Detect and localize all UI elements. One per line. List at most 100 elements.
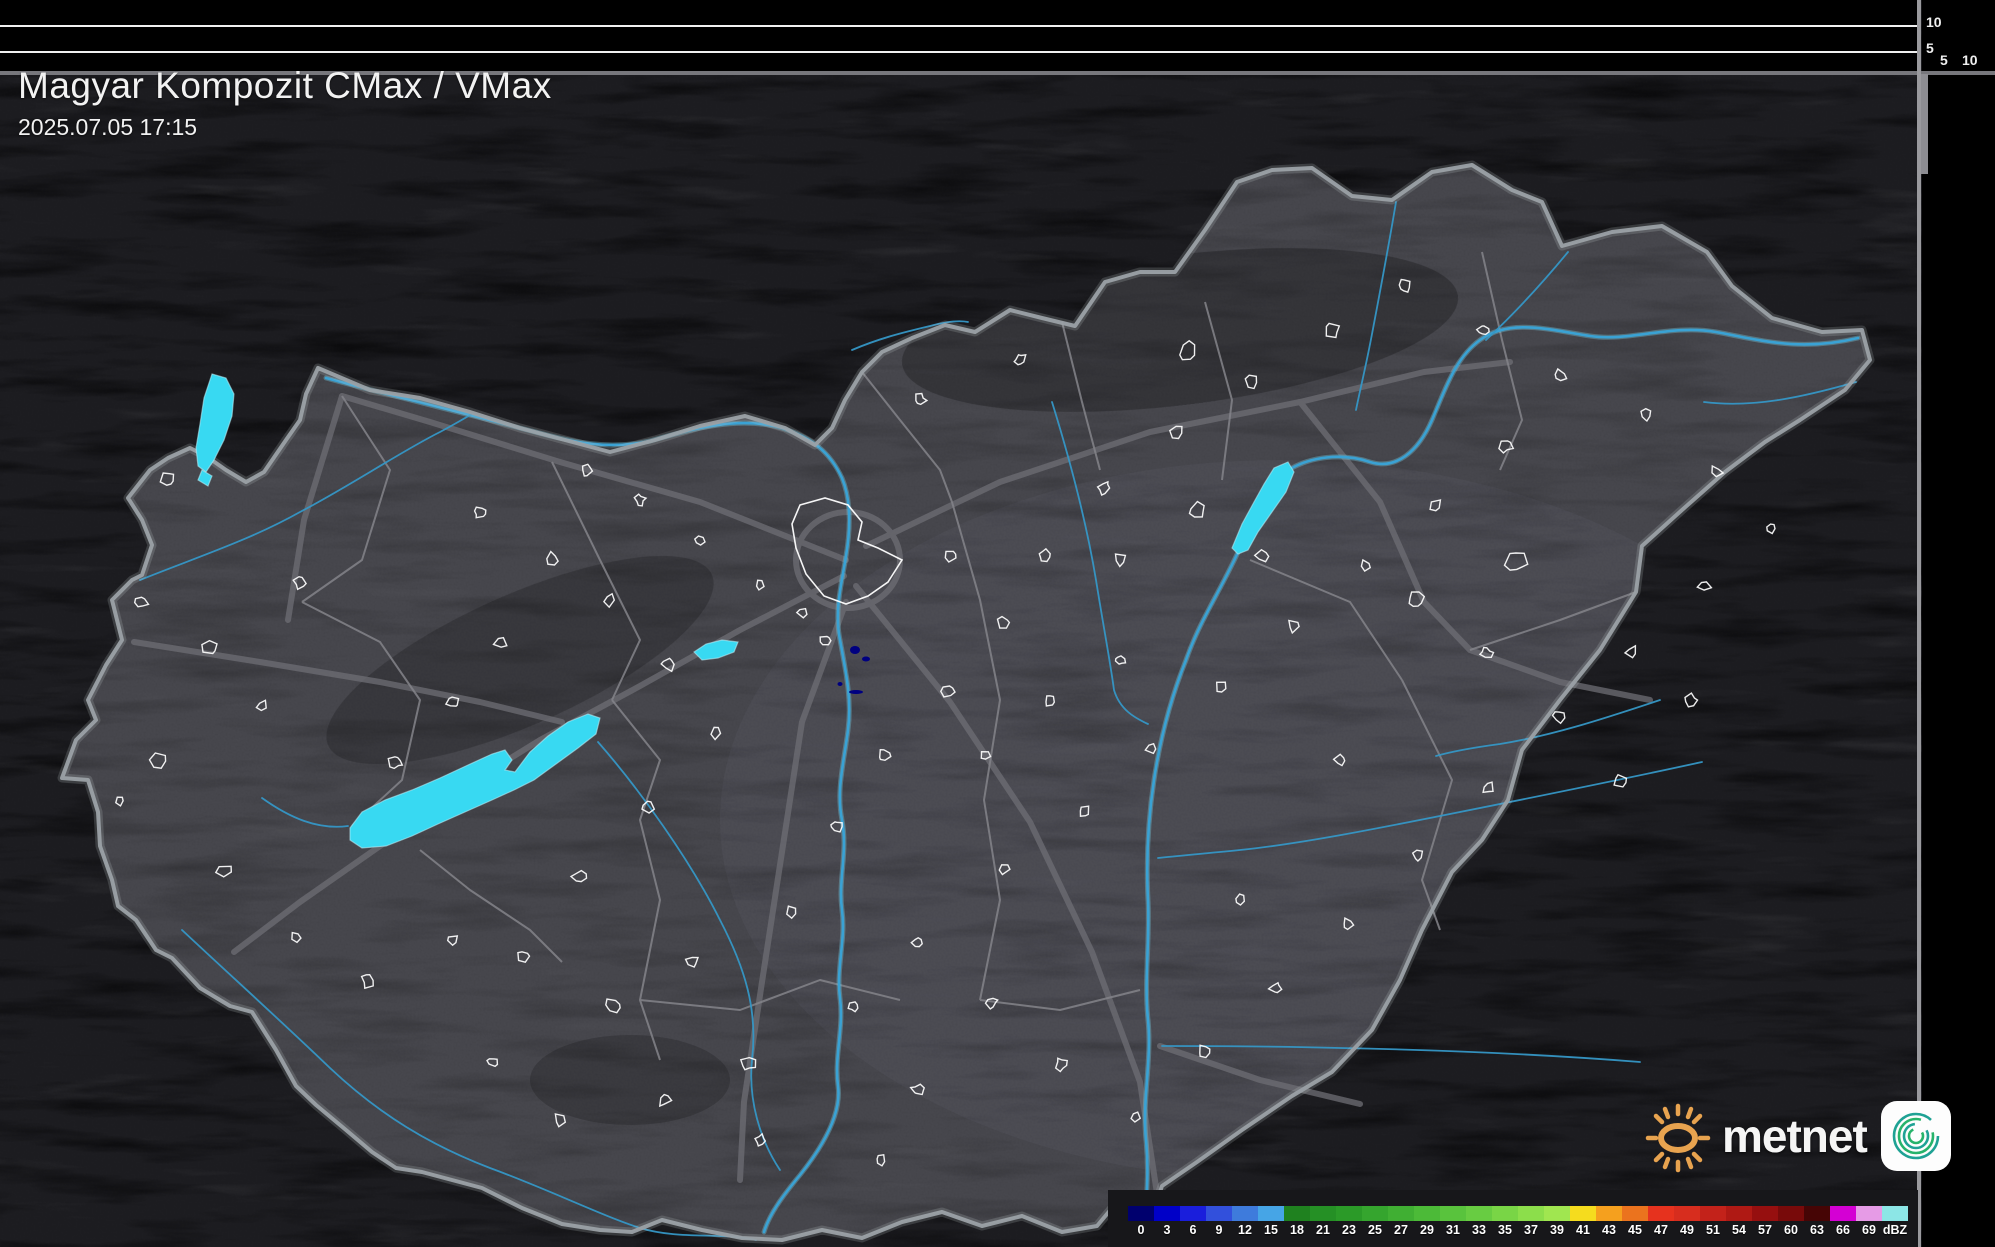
settlement-outline [1253, 548, 1270, 563]
legend-swatch-18 [1284, 1206, 1310, 1221]
road-west [285, 393, 345, 623]
legend-label-0: 0 [1137, 1223, 1145, 1237]
legend-label-31: 31 [1446, 1223, 1460, 1237]
settlement-outline [1325, 322, 1341, 339]
legend-swatch-35 [1492, 1206, 1518, 1221]
settlement-outline [1179, 339, 1196, 361]
settlement-outline [1613, 773, 1628, 788]
radar-echo-weak [850, 646, 860, 654]
road-m1 [339, 393, 849, 563]
lake-ferto [195, 373, 235, 473]
legend-swatch-0 [1128, 1206, 1154, 1221]
legend-label-49: 49 [1680, 1223, 1694, 1237]
settlement-outline [996, 615, 1011, 629]
radar-echo-weak [862, 656, 870, 662]
settlement-outline [633, 493, 648, 507]
map-timestamp: 2025.07.05 17:15 [18, 113, 198, 140]
legend-label-3: 3 [1163, 1223, 1171, 1237]
legend-swatch-41 [1570, 1206, 1596, 1221]
settlement-outline [795, 607, 808, 619]
settlement-outline [1244, 374, 1258, 390]
panel-divider [1917, 0, 1921, 1247]
settlement-outline [1215, 681, 1227, 693]
settlement-outline [605, 998, 621, 1014]
settlement-outline [603, 592, 616, 609]
settlement-outline [1045, 695, 1056, 707]
settlement-outline [360, 973, 374, 990]
legend-swatch-33 [1466, 1206, 1492, 1221]
settlement-outline [1696, 581, 1713, 591]
legend-swatch-45 [1622, 1206, 1648, 1221]
settlement-outline [1130, 1111, 1142, 1123]
settlement-outline [755, 579, 765, 591]
settlement-outline [940, 685, 956, 698]
settlement-outline [1096, 480, 1111, 496]
river-szamos [1703, 381, 1857, 405]
settlement-outline [1475, 325, 1490, 336]
legend-swatch-15 [1258, 1206, 1284, 1221]
road-network [131, 359, 1653, 1203]
scrollbar-thumb[interactable] [1921, 74, 1928, 174]
legend-swatch-3 [1154, 1206, 1180, 1221]
legend-swatch-60 [1778, 1206, 1804, 1221]
settlement-outline [1551, 711, 1566, 725]
settlement-outline [1429, 499, 1442, 512]
legend-swatch-47 [1648, 1206, 1674, 1221]
settlement-outline [1343, 917, 1355, 931]
legend-label-dBZ: dBZ [1882, 1223, 1908, 1237]
title-block: Magyar Kompozit CMax / VMax 2025.07.05 1… [18, 65, 552, 141]
legend-label-25: 25 [1368, 1223, 1382, 1237]
river-zagyva [1051, 401, 1149, 725]
settlement-outline [944, 550, 957, 563]
legend-swatch-57 [1752, 1206, 1778, 1221]
legend-swatch-9 [1206, 1206, 1232, 1221]
settlement-outline [473, 506, 487, 519]
settlement-outline [1013, 353, 1027, 366]
settlement-outline [554, 1113, 567, 1128]
settlement-outline [1235, 893, 1246, 906]
legend-swatch-63 [1804, 1206, 1830, 1221]
settlement-outline [1288, 619, 1300, 635]
settlement-outline [878, 748, 892, 762]
settlement-outline [998, 864, 1011, 876]
road-m5 [853, 583, 1161, 1203]
settlement-outline [693, 535, 706, 546]
radar-echoes [837, 646, 870, 694]
settlement-outline [292, 575, 307, 591]
settlement-outline [739, 1056, 757, 1071]
settlement-outline [148, 752, 167, 769]
legend-label-57: 57 [1758, 1223, 1772, 1237]
settlement-outline [133, 596, 150, 608]
settlement-outline [910, 936, 923, 948]
settlement-outline [114, 796, 124, 807]
settlement-outline [684, 956, 699, 968]
legend-swatch-dBZ [1882, 1206, 1908, 1221]
road-m43 [1157, 1043, 1363, 1107]
legend-swatch-66 [1830, 1206, 1856, 1221]
settlement-outline [909, 1083, 926, 1096]
settlement-outline [1144, 742, 1157, 755]
settlement-outline [1711, 464, 1725, 478]
legend-value-labels: 0 3 6 9 12 15 18 21 23 25 27 29 31 33 35 37 39 41 43 45 47 49… [1128, 1223, 1908, 1237]
lakes [195, 373, 1295, 849]
legend-label-37: 37 [1524, 1223, 1538, 1237]
lake-balaton [349, 713, 601, 849]
metnet-wordmark: metnet [1722, 1110, 1868, 1162]
legend-label-29: 29 [1420, 1223, 1434, 1237]
legend-swatch-49 [1674, 1206, 1700, 1221]
settlement-outline [1503, 552, 1529, 571]
road-m3 [863, 359, 1513, 549]
settlement-outline [159, 472, 175, 486]
settlement-outline [1554, 367, 1568, 382]
legend-label-41: 41 [1576, 1223, 1590, 1237]
legend-label-51: 51 [1706, 1223, 1720, 1237]
legend-swatch-39 [1544, 1206, 1570, 1221]
legend-swatch-31 [1440, 1206, 1466, 1221]
settlement-outline [641, 800, 656, 814]
legend-label-45: 45 [1628, 1223, 1642, 1237]
legend-label-6: 6 [1189, 1223, 1197, 1237]
river-raba [139, 413, 473, 581]
